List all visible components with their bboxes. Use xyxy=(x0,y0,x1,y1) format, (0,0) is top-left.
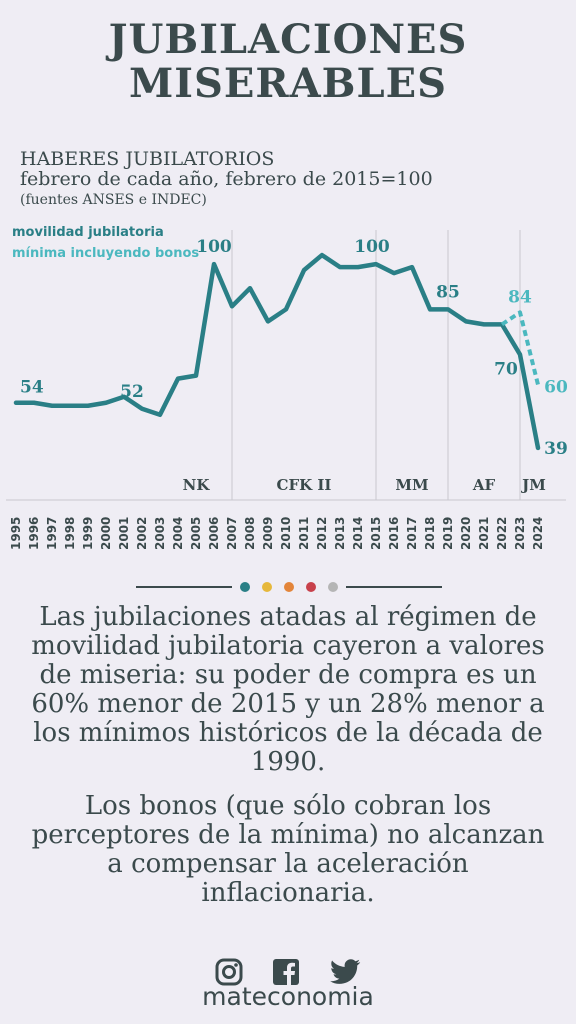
x-tick-label: 1995 xyxy=(9,517,23,550)
x-tick-label: 2001 xyxy=(117,517,131,550)
divider-dot xyxy=(284,582,294,592)
data-label: 84 xyxy=(508,287,532,307)
divider-dot xyxy=(262,582,272,592)
x-tick-label: 2012 xyxy=(315,517,329,550)
x-tick-label: 2024 xyxy=(531,517,545,550)
x-tick-label: 2015 xyxy=(369,517,383,550)
x-tick-label: 2011 xyxy=(297,517,311,550)
divider-dot xyxy=(240,582,250,592)
data-label: 54 xyxy=(20,378,44,398)
divider-dot xyxy=(306,582,316,592)
x-tick-label: 2022 xyxy=(495,517,509,550)
x-tick-label: 2007 xyxy=(225,517,239,550)
social-icons xyxy=(0,958,576,990)
period-label: JM xyxy=(520,476,546,494)
x-tick-label: 1999 xyxy=(81,517,95,550)
data-label: 39 xyxy=(544,439,568,459)
x-tick-label: 2017 xyxy=(405,517,419,550)
period-label: AF xyxy=(472,476,496,494)
x-tick-label: 2013 xyxy=(333,517,347,550)
chart-subtitle-2: febrero de cada año, febrero de 2015=100 xyxy=(20,168,433,190)
data-label: 60 xyxy=(544,378,568,398)
facebook-icon[interactable] xyxy=(272,958,300,986)
data-label: 100 xyxy=(196,237,232,257)
title-line-2: MISERABLES xyxy=(129,60,447,107)
section-divider xyxy=(136,582,442,592)
x-tick-label: 2004 xyxy=(171,517,185,550)
data-label: 52 xyxy=(120,382,144,402)
twitter-icon[interactable] xyxy=(329,958,361,986)
x-tick-label: 2010 xyxy=(279,517,293,550)
x-tick-label: 2008 xyxy=(243,517,257,550)
x-tick-label: 2014 xyxy=(351,517,365,550)
title-line-1: JUBILACIONES xyxy=(108,16,468,63)
x-tick-label: 2019 xyxy=(441,517,455,550)
divider-dot xyxy=(328,582,338,592)
x-tick-label: 1996 xyxy=(27,517,41,550)
legend-bonus: mínima incluyendo bonos xyxy=(12,246,200,261)
x-tick-label: 1997 xyxy=(45,517,59,550)
x-tick-label: 2016 xyxy=(387,517,401,550)
x-tick-label: 2005 xyxy=(189,517,203,550)
x-tick-label: 2021 xyxy=(477,517,491,550)
line-chart: NK CFK II MM AF JM 1995 1996 1997 1998 1999 2000 20… xyxy=(6,230,568,550)
x-tick-label: 2000 xyxy=(99,517,113,550)
data-label: 100 xyxy=(354,237,390,257)
body-paragraph-2: Los bonos (que sólo cobran los perceptor… xyxy=(31,791,545,908)
data-label: 70 xyxy=(494,360,518,380)
data-label: 85 xyxy=(436,282,460,302)
x-tick-label: 2002 xyxy=(135,517,149,550)
series-line-bonus xyxy=(500,310,540,386)
x-tick-label: 2003 xyxy=(153,517,167,550)
period-label: NK xyxy=(183,476,211,494)
brand-name: mateconomia xyxy=(202,982,374,1011)
instagram-icon[interactable] xyxy=(215,958,243,986)
x-tick-label: 1998 xyxy=(63,517,77,550)
period-label: MM xyxy=(395,476,428,494)
period-label: CFK II xyxy=(277,476,332,494)
body-paragraph-1: Las jubilaciones atadas al régimen de mo… xyxy=(31,602,545,777)
x-tick-label: 2020 xyxy=(459,517,473,550)
x-tick-label: 2006 xyxy=(207,517,221,550)
x-tick-label: 2009 xyxy=(261,517,275,550)
chart-source: (fuentes ANSES e INDEC) xyxy=(20,192,207,208)
x-tick-label: 2018 xyxy=(423,517,437,550)
page-title: JUBILACIONES MISERABLES xyxy=(0,18,576,106)
series-line-movilidad xyxy=(13,252,541,451)
chart-subtitle-1: HABERES JUBILATORIOS xyxy=(20,148,275,170)
x-tick-label: 2023 xyxy=(513,517,527,550)
legend-main: movilidad jubilatoria xyxy=(12,225,164,240)
